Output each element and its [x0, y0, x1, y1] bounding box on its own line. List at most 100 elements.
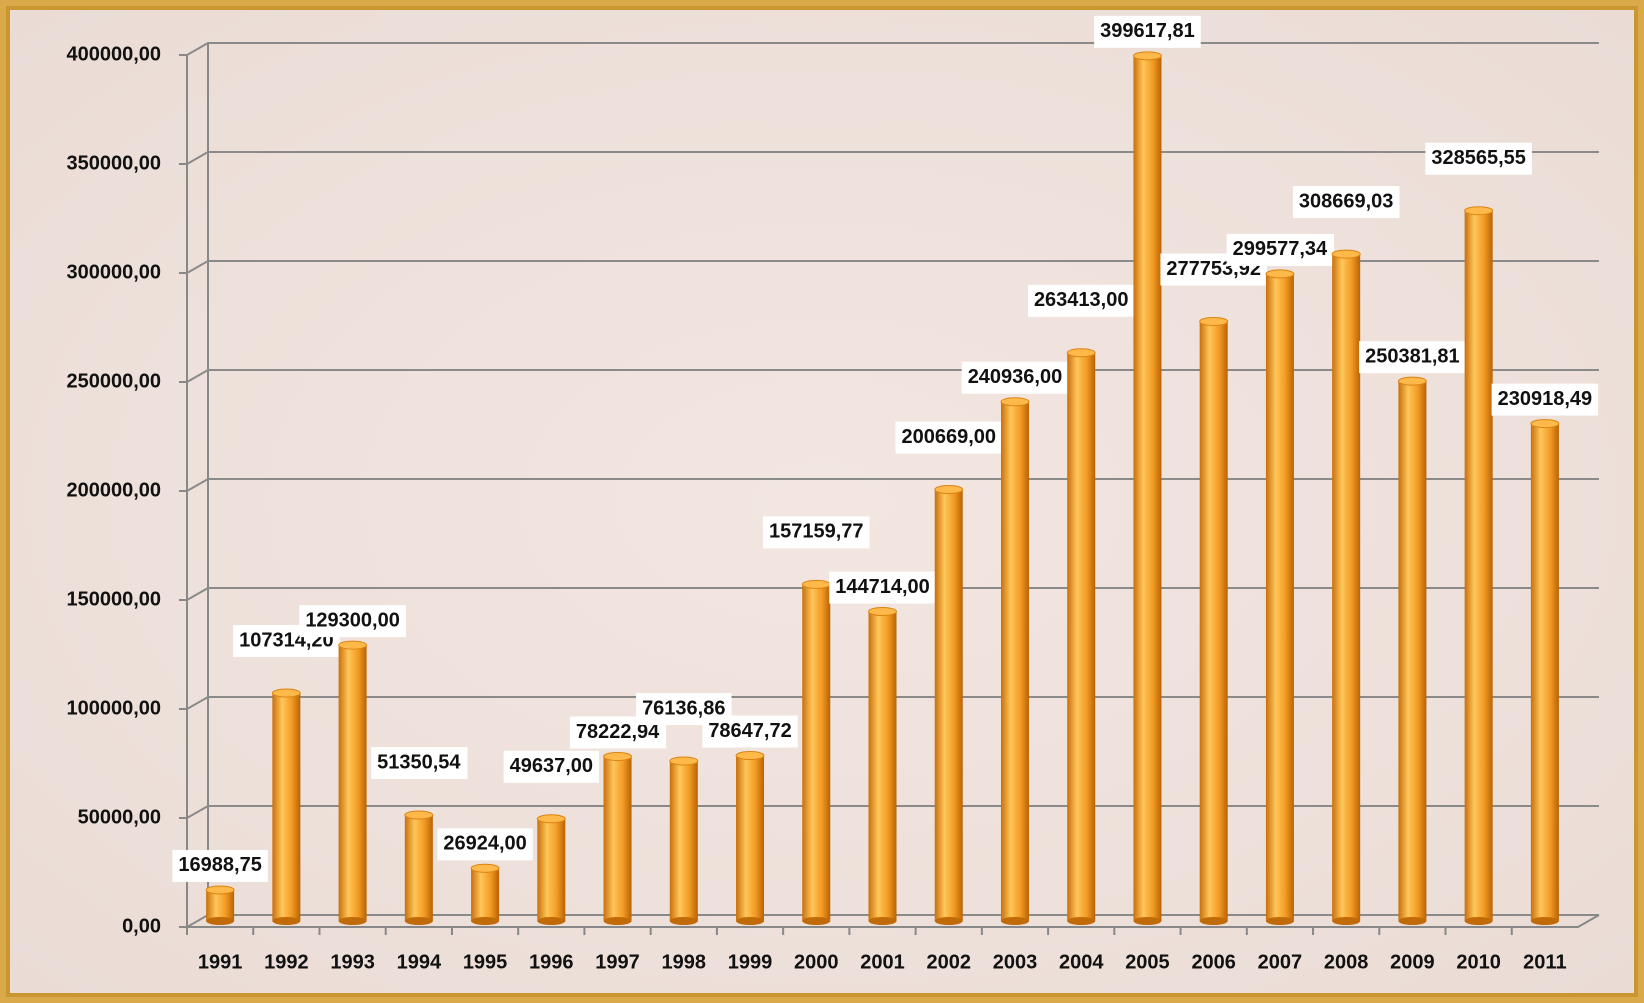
y-tick-label: 100000,00 [66, 697, 161, 719]
bar [736, 755, 765, 921]
y-tick-label: 250000,00 [66, 370, 161, 392]
value-label: 78647,72 [708, 720, 791, 742]
value-label: 328565,55 [1431, 147, 1526, 169]
bar-base [1332, 917, 1361, 925]
bar-base [1398, 917, 1427, 925]
bar-base [603, 917, 632, 925]
value-label: 299577,34 [1233, 238, 1328, 260]
bar-base [934, 917, 963, 925]
bar [1332, 254, 1361, 922]
bar-base [868, 917, 897, 925]
x-tick-label: 2005 [1125, 951, 1170, 973]
bar-top [735, 751, 765, 761]
value-label-box [762, 516, 870, 549]
bar [1265, 273, 1294, 921]
bar [934, 489, 963, 921]
bar-base [736, 917, 765, 925]
bar [868, 611, 897, 921]
bar-top [934, 485, 964, 495]
y-tick-label: 400000,00 [66, 43, 161, 65]
y-tick-label: 350000,00 [66, 152, 161, 174]
value-label: 240936,00 [968, 366, 1063, 388]
y-tick-label: 50000,00 [78, 806, 161, 828]
bar-base [1000, 917, 1029, 925]
bar [1398, 381, 1427, 921]
value-label: 129300,00 [305, 609, 400, 631]
x-tick-label: 2009 [1390, 951, 1435, 973]
x-tick-label: 1999 [728, 951, 773, 973]
value-label: 157159,77 [769, 521, 864, 543]
bar-top [271, 688, 301, 698]
x-tick-label: 1997 [595, 951, 640, 973]
bar [1000, 401, 1029, 921]
y-tick-label: 200000,00 [66, 479, 161, 501]
bar-top [404, 810, 434, 820]
bar-base [1133, 917, 1162, 925]
x-tick-label: 1995 [463, 951, 508, 973]
x-tick-label: 1998 [662, 951, 707, 973]
value-label-box [702, 715, 798, 748]
bar [1133, 55, 1162, 921]
value-label: 200669,00 [901, 426, 996, 448]
bar-base [537, 917, 566, 925]
value-label-box [829, 571, 936, 604]
value-label-box [895, 421, 1003, 454]
y-tick-label: 150000,00 [66, 588, 161, 610]
value-label-box [1094, 15, 1201, 48]
x-tick-label: 2011 [1523, 951, 1566, 973]
value-label: 51350,54 [377, 751, 461, 773]
x-tick-label: 2000 [794, 951, 839, 973]
bar-base [1067, 917, 1096, 925]
bar-top [801, 579, 831, 589]
bar-top [1331, 249, 1361, 259]
x-tick-label: 1992 [264, 951, 309, 973]
bar-top [1000, 397, 1030, 407]
value-label-box [1292, 186, 1400, 219]
value-label-box [1491, 383, 1599, 416]
bar-top [470, 863, 500, 873]
value-label: 399617,81 [1100, 20, 1195, 42]
bar [802, 584, 831, 921]
value-label-box [172, 849, 268, 882]
value-label: 16988,75 [178, 854, 261, 876]
value-label: 78222,94 [576, 721, 660, 743]
x-tick-label: 2010 [1456, 951, 1501, 973]
bar-top [1265, 269, 1295, 279]
bar-top [1132, 51, 1162, 61]
bar-base [206, 917, 235, 925]
bar [206, 889, 235, 921]
bar-top [205, 885, 235, 895]
x-tick-label: 1991 [198, 951, 243, 973]
bar-base [1199, 917, 1228, 925]
bar-base [272, 917, 301, 925]
bar [272, 693, 301, 921]
bar-base [404, 917, 433, 925]
bar [1464, 210, 1493, 921]
bar-base [338, 917, 367, 925]
x-tick-label: 2007 [1258, 951, 1303, 973]
x-tick-label: 2001 [860, 951, 905, 973]
bar-top [1397, 376, 1427, 386]
value-label-box [961, 361, 1069, 394]
bar [404, 815, 433, 921]
value-label: 49637,00 [510, 755, 593, 777]
bar-base [669, 917, 698, 925]
value-label-box [1425, 142, 1532, 175]
bar-base [1464, 917, 1493, 925]
bar [1199, 321, 1228, 921]
x-tick-label: 1996 [529, 951, 574, 973]
bar-base [471, 917, 500, 925]
bar-top [868, 607, 897, 617]
bar-top [669, 756, 699, 766]
x-tick-label: 1993 [330, 951, 375, 973]
value-label: 230918,49 [1498, 388, 1593, 410]
bar-top [536, 814, 566, 824]
x-tick-label: 2002 [926, 951, 971, 973]
bar-top [338, 640, 368, 650]
bar-base [1530, 917, 1559, 925]
value-label: 26924,00 [443, 833, 526, 855]
value-label-box [1226, 233, 1335, 266]
bar-top [1199, 316, 1229, 326]
